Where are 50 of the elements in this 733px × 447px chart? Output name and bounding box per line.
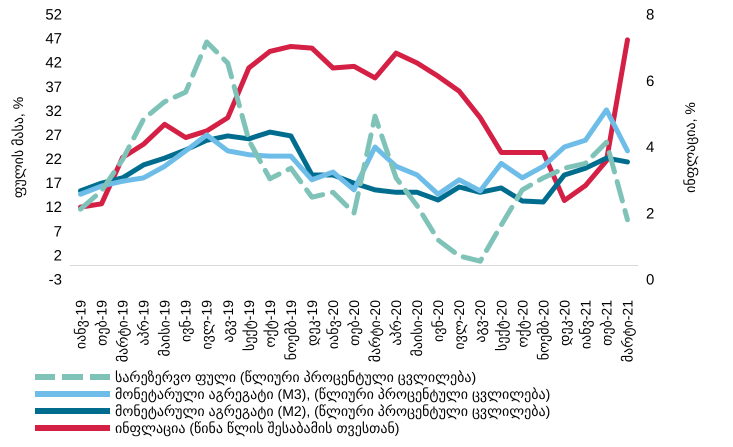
y-tick-label: 47 [45, 30, 62, 48]
x-tick-label: მაისი-19 [156, 300, 173, 356]
x-tick-label: აგვ-20 [472, 300, 490, 343]
y-tick-label: 37 [45, 78, 62, 96]
y-tick-label: 52 [45, 6, 62, 24]
x-tick-label: აპრ-20 [388, 300, 404, 346]
x-tick-label: დეკ-20 [556, 300, 574, 346]
legend-label: მონეტარული აგრეგატი (M2), (წლიური პროცენტული ცვლილება) [115, 403, 550, 420]
y2-tick-label: 8 [646, 6, 654, 24]
y-tick-label: 17 [45, 175, 62, 192]
x-tick-label: თებ-21 [598, 300, 616, 346]
y2-axis-title: ინფლაცია, % [682, 102, 699, 193]
x-tick-label: თებ-19 [94, 300, 111, 346]
x-tick-label: მარტი-19 [114, 300, 132, 362]
x-tick-label: მაისი-20 [409, 300, 426, 356]
x-tick-label: სექტ-20 [493, 300, 510, 351]
x-tick-label: ივნ-19 [178, 300, 195, 342]
y-tick-label: 22 [45, 151, 62, 168]
y-tick-label: 7 [54, 223, 62, 240]
y-tick-label: 27 [45, 126, 62, 144]
y2-tick-label: 6 [646, 72, 654, 90]
x-tick-label: სექტ-19 [240, 300, 258, 351]
y2-tick-label: 0 [646, 272, 654, 288]
x-tick-label: ნოემბ-20 [535, 300, 552, 360]
y-tick-label: 42 [45, 54, 62, 72]
y2-tick-label: 4 [646, 139, 654, 156]
x-tick-label: ივლ-20 [451, 300, 468, 350]
y-tick-label: 12 [45, 199, 62, 216]
x-tick-label: აპრ-19 [136, 300, 152, 346]
x-tick-label: ნოემბ-19 [282, 300, 300, 360]
x-tick-label: იანვ-19 [72, 300, 90, 350]
x-tick-label: იანვ-21 [577, 300, 594, 350]
y-tick-label: 32 [45, 102, 62, 120]
y2-tick-label: 2 [646, 205, 654, 222]
x-tick-label: იანვ-20 [324, 300, 342, 350]
x-tick-label: ივნ-20 [430, 300, 448, 342]
x-tick-label: ოქტ-20 [514, 300, 532, 348]
x-tick-label: თებ-20 [346, 300, 363, 346]
legend-label: ინფლაცია (წინა წლის შესაბამის თვესთან) [115, 420, 400, 437]
x-tick-label: დეკ-19 [304, 300, 321, 346]
x-tick-label: ოქტ-19 [262, 300, 279, 348]
y-tick-label: 2 [54, 247, 62, 264]
y-tick-label: -3 [48, 272, 62, 288]
x-tick-label: აგვ-19 [220, 300, 237, 343]
x-tick-label: ივლ-19 [198, 300, 216, 350]
x-tick-label: მარტი-20 [367, 300, 384, 362]
x-tick-label: მარტი-21 [619, 300, 636, 362]
legend-label: მონეტარული აგრეგატი (M3), (წლიური პროცენტული ცვლილება) [115, 386, 550, 403]
y-axis-title: ფულის მასა, % [10, 96, 27, 198]
legend-label: სარეზერვო ფული (წლიური პროცენტული ცვლილება) [115, 369, 476, 386]
